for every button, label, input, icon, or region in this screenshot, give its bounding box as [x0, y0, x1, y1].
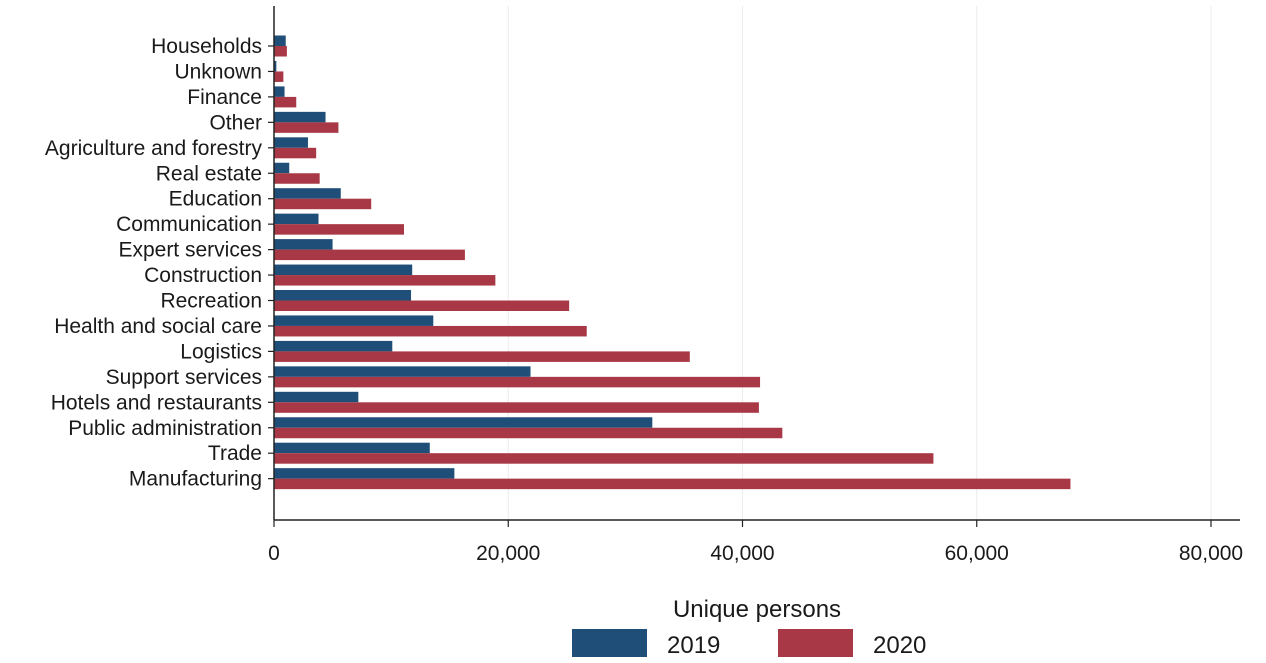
bar-2019 — [274, 35, 286, 46]
bar-2019 — [274, 264, 413, 276]
bar-2020 — [274, 96, 297, 108]
x-tick-label: 60,000 — [945, 542, 1009, 565]
bar-2020 — [274, 351, 690, 362]
category-label: Education — [169, 188, 262, 211]
x-tick-label: 20,000 — [476, 542, 540, 565]
bar-2019 — [274, 340, 393, 352]
bar-2020 — [274, 147, 317, 159]
bar-2019 — [274, 213, 319, 225]
bar-2020 — [274, 173, 320, 184]
bar-2019 — [274, 60, 277, 72]
category-label: Support services — [106, 366, 262, 389]
grid-layer — [507, 6, 1212, 520]
bar-2020 — [274, 275, 496, 286]
bar-2020 — [274, 478, 1071, 490]
bar-2020 — [274, 71, 284, 82]
x-tick-label: 40,000 — [710, 542, 774, 565]
category-label: Households — [151, 35, 262, 58]
bar-2019 — [274, 366, 531, 377]
bar-2019 — [274, 137, 308, 148]
bar-2020 — [274, 122, 339, 133]
bar-2019 — [274, 239, 333, 250]
bar-2019 — [274, 162, 290, 174]
legend-title: Unique persons — [673, 596, 841, 623]
category-label: Trade — [208, 442, 262, 465]
bar-2020 — [274, 300, 570, 311]
legend-label-2019: 2019 — [667, 632, 720, 658]
bar-2020 — [274, 198, 372, 210]
axes-layer — [273, 6, 1240, 521]
bar-2019 — [274, 315, 434, 326]
bar-2019 — [274, 442, 430, 454]
x-tick-label: 80,000 — [1179, 542, 1243, 565]
bar-2019 — [274, 111, 326, 123]
bar-2020 — [274, 376, 761, 388]
category-label: Other — [209, 111, 262, 134]
legend-label-2020: 2020 — [873, 632, 926, 658]
category-label: Agriculture and forestry — [45, 137, 263, 160]
bar-2019 — [274, 391, 359, 403]
bar-2020 — [274, 325, 587, 337]
legend: Unique persons 2019 2020 — [572, 596, 926, 659]
bar-2019 — [274, 468, 455, 479]
category-label: Expert services — [118, 239, 262, 262]
bar-2020 — [274, 402, 759, 413]
bars-layer — [274, 35, 1071, 490]
legend-swatch-2020 — [778, 629, 853, 657]
category-label: Health and social care — [54, 315, 262, 338]
bar-2020 — [274, 46, 287, 57]
category-label: Communication — [116, 213, 262, 236]
x-tick-label: 0 — [268, 542, 280, 565]
bar-2019 — [274, 417, 653, 428]
category-label: Public administration — [68, 417, 262, 440]
bar-2019 — [274, 86, 285, 97]
category-label: Logistics — [180, 340, 262, 363]
category-label: Manufacturing — [129, 468, 262, 491]
bar-2019 — [274, 290, 412, 301]
bar-2020 — [274, 453, 934, 464]
bar-2020 — [274, 427, 783, 439]
category-label: Recreation — [160, 290, 262, 313]
legend-swatch-2019 — [572, 629, 647, 657]
x-tick-labels: 0 20,000 40,000 60,000 80,000 — [268, 520, 1243, 565]
bar-2020 — [274, 249, 465, 261]
category-label: Finance — [187, 86, 262, 109]
bar-2020 — [274, 224, 405, 235]
category-label: Unknown — [174, 60, 262, 83]
category-label: Construction — [144, 264, 262, 287]
bar-2019 — [274, 188, 341, 199]
category-label: Real estate — [156, 162, 262, 185]
category-label: Hotels and restaurants — [51, 391, 262, 414]
